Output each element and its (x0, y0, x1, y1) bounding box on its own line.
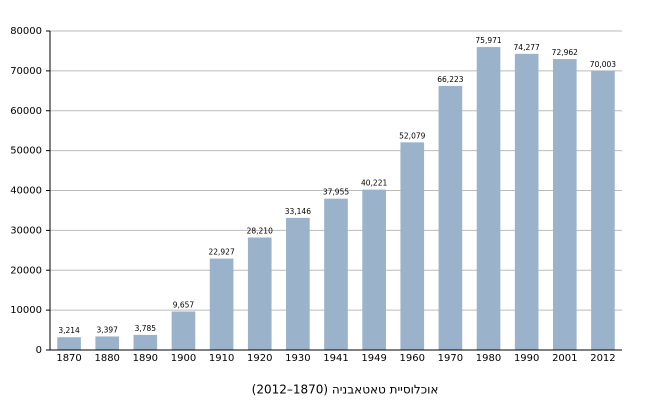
bar (209, 258, 234, 350)
y-tick-label: 70000 (10, 66, 42, 77)
bar (95, 336, 120, 350)
x-tick-label: 1910 (209, 353, 234, 364)
value-label: 74,277 (514, 43, 540, 52)
y-tick-label: 80000 (10, 26, 42, 37)
value-label: 3,214 (58, 326, 80, 335)
bar (438, 85, 463, 350)
value-label: 66,223 (437, 75, 463, 84)
y-tick-label: 30000 (10, 225, 42, 236)
x-tick-label: 1930 (285, 353, 310, 364)
x-tick-label: 2012 (590, 353, 615, 364)
x-tick-label: 1890 (133, 353, 158, 364)
value-label: 72,962 (552, 48, 578, 57)
value-label: 3,785 (135, 324, 157, 333)
value-label: 75,971 (475, 36, 501, 45)
y-tick-label: 40000 (10, 186, 42, 197)
y-tick-label: 0 (36, 345, 42, 356)
x-tick-label: 1880 (94, 353, 119, 364)
value-label: 28,210 (247, 227, 273, 236)
x-tick-label: 1870 (56, 353, 81, 364)
bar (171, 311, 196, 350)
y-tick-label: 50000 (10, 146, 42, 157)
bar (514, 53, 539, 350)
value-label: 33,146 (285, 207, 311, 216)
y-tick-label: 60000 (10, 106, 42, 117)
value-label: 3,397 (96, 325, 118, 334)
value-label: 9,657 (173, 300, 195, 309)
bar (57, 337, 81, 350)
x-tick-label: 2001 (552, 353, 577, 364)
bar (247, 237, 272, 350)
value-label: 52,079 (399, 131, 425, 140)
x-tick-label: 1920 (247, 353, 272, 364)
value-label: 40,221 (361, 179, 387, 188)
x-tick-label: 1900 (171, 353, 196, 364)
x-tick-label: 1980 (476, 353, 501, 364)
bar (476, 47, 501, 350)
bar (591, 70, 615, 350)
bar (324, 198, 348, 350)
bar (133, 334, 158, 350)
x-tick-label: 1960 (400, 353, 425, 364)
chart-title: אוכלוסיית טאטאבניה (1870–2012) (252, 383, 439, 397)
value-label: 22,927 (208, 248, 234, 257)
value-label: 37,955 (323, 188, 349, 197)
bar (286, 217, 310, 350)
x-tick-label: 1941 (323, 353, 348, 364)
x-tick-label: 1990 (514, 353, 539, 364)
x-tick-label: 1970 (438, 353, 463, 364)
value-label: 70,003 (590, 60, 616, 69)
y-tick-label: 20000 (10, 265, 42, 276)
bar (552, 59, 577, 350)
bar (362, 189, 386, 350)
y-tick-label: 10000 (10, 305, 42, 316)
bar (400, 142, 425, 350)
x-tick-label: 1949 (361, 353, 386, 364)
